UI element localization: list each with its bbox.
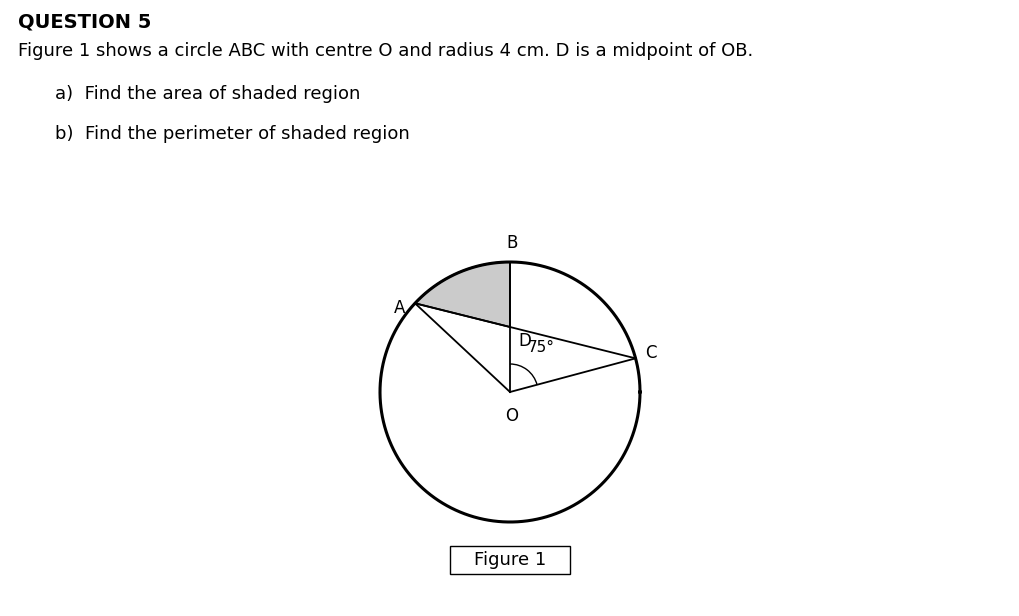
Polygon shape [415,262,510,327]
Bar [449,546,570,574]
Text: 75°: 75° [528,339,554,354]
Text: O: O [505,407,518,425]
Text: QUESTION 5: QUESTION 5 [18,12,151,31]
Text: C: C [645,344,656,362]
Text: A: A [393,299,405,317]
Text: Figure 1: Figure 1 [474,551,545,569]
Text: Figure 1 shows a circle ABC with centre O and radius 4 cm. D is a midpoint of OB: Figure 1 shows a circle ABC with centre … [18,42,752,60]
Text: D: D [518,332,530,350]
Text: b)  Find the perimeter of shaded region: b) Find the perimeter of shaded region [55,125,410,143]
Text: B: B [505,234,518,252]
Text: a)  Find the area of shaded region: a) Find the area of shaded region [55,85,360,103]
